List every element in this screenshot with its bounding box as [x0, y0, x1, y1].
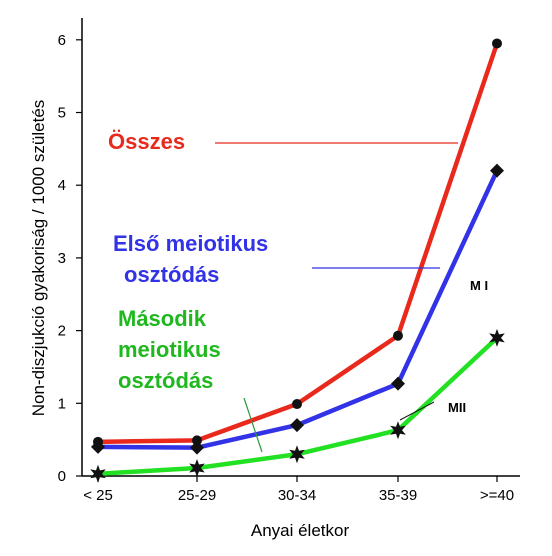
data-point: [492, 38, 502, 49]
x-axis-title: Anyai életkor: [251, 521, 350, 540]
y-tick-label: 5: [58, 105, 66, 122]
y-tick-label: 4: [58, 177, 66, 194]
data-point: [391, 376, 405, 391]
legend-masodik-line3: osztódás: [118, 368, 213, 393]
data-point: [190, 440, 204, 455]
data-point: [90, 464, 106, 483]
data-point: [490, 163, 504, 178]
data-point: [393, 330, 403, 341]
legend-elso-line2: osztódás: [124, 262, 219, 287]
y-tick-label: 2: [58, 323, 66, 340]
legend-masodik-line2: meiotikus: [118, 337, 221, 362]
data-point: [289, 445, 305, 464]
x-ticks: < 25 25-29 30-34 35-39 >=40: [83, 476, 514, 504]
x-tick-label: < 25: [83, 487, 113, 504]
y-ticks: 0 1 2 3 4 5 6: [58, 32, 82, 485]
data-point: [192, 435, 202, 446]
data-point: [390, 421, 406, 440]
series-layer: [90, 38, 505, 483]
data-point: [290, 418, 304, 433]
legend-elso-line1: Első meiotikus: [113, 231, 268, 256]
y-axis-title: Non-diszjukció gyakoriság / 1000 születé…: [29, 100, 48, 417]
data-point: [489, 328, 505, 347]
callout-mii: [399, 401, 435, 421]
x-tick-label: 30-34: [278, 487, 316, 504]
callout-masodik: [243, 397, 263, 453]
data-point: [189, 459, 205, 477]
annotation-mi: M I: [470, 278, 488, 293]
x-tick-label: 35-39: [379, 487, 417, 504]
y-tick-label: 1: [58, 395, 66, 412]
x-tick-label: >=40: [480, 487, 514, 504]
y-tick-label: 3: [58, 250, 66, 267]
data-point: [91, 439, 105, 454]
annotation-mii: MII: [448, 400, 466, 415]
data-point: [292, 399, 302, 410]
legend-osszes: Összes: [108, 129, 185, 154]
y-tick-label: 0: [58, 468, 66, 485]
legend-masodik-line1: Második: [118, 306, 207, 331]
y-tick-label: 6: [58, 32, 66, 49]
x-tick-label: 25-29: [178, 487, 216, 504]
